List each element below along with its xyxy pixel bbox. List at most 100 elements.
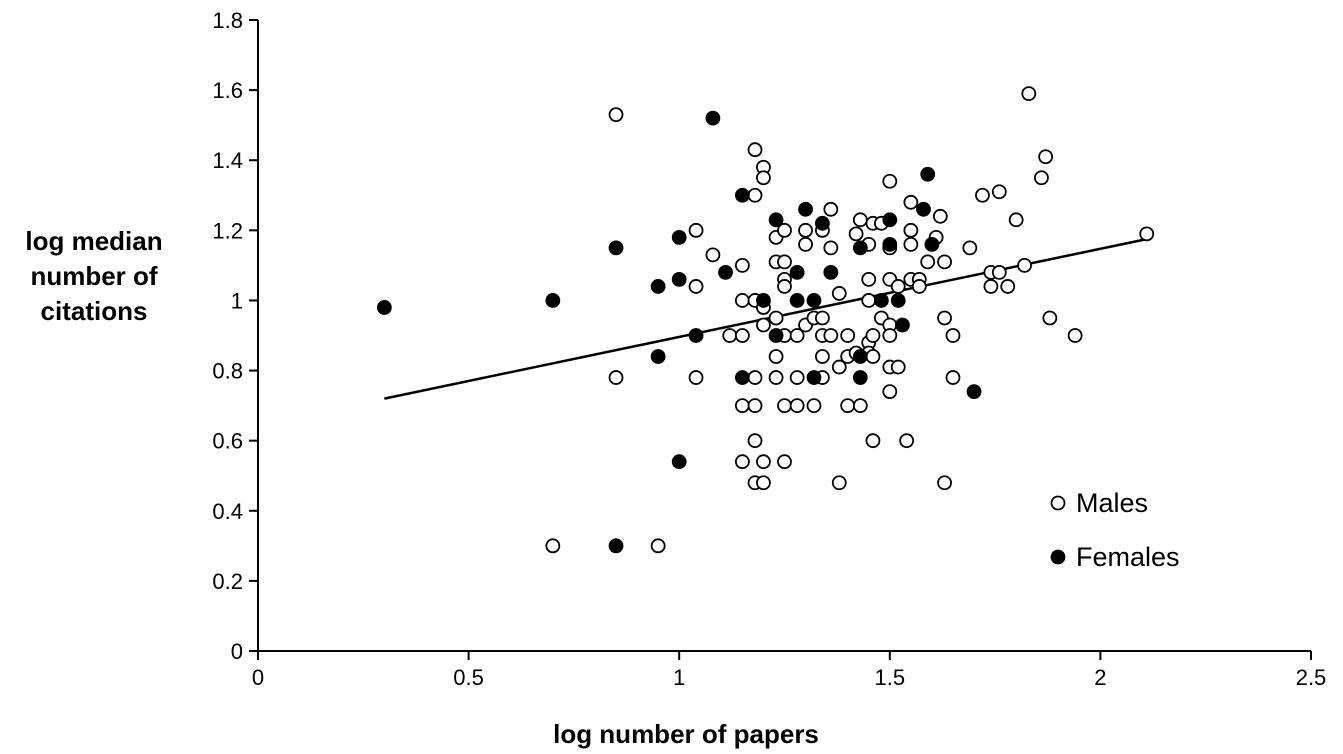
data-point-male <box>734 257 750 273</box>
data-point-male <box>890 279 906 294</box>
data-point-female <box>966 384 982 399</box>
data-point-female <box>756 293 771 308</box>
data-point-female <box>852 349 868 364</box>
legend-marker-males <box>1050 495 1066 511</box>
data-point-male <box>911 279 927 294</box>
data-point-male <box>1000 279 1016 294</box>
data-point-male <box>747 187 763 203</box>
data-point-male <box>768 370 784 385</box>
data-point-male <box>768 349 784 364</box>
data-point-male <box>1042 310 1058 326</box>
series-males <box>545 86 1155 554</box>
data-point-male <box>1021 86 1037 102</box>
axes: 0 0.5 1 1.5 2 2.5 0 0.2 0.4 0.6 0.8 1 1.2 1.4 1.6 1.8 <box>212 8 1326 690</box>
data-point-female <box>768 212 784 228</box>
data-point-male <box>789 370 805 385</box>
data-point-male <box>962 240 978 256</box>
data-point-male <box>608 370 624 385</box>
data-point-male <box>734 293 750 308</box>
data-point-male <box>815 349 830 364</box>
y-tick-label: 1.8 <box>212 8 243 33</box>
data-point-female <box>882 236 898 252</box>
data-point-female <box>873 293 889 308</box>
y-axis-title-line-3: citations <box>41 296 148 326</box>
data-point-female <box>671 229 687 245</box>
y-tick-label: 0.8 <box>212 359 243 384</box>
legend: Males Females <box>1050 488 1180 572</box>
data-point-male <box>882 328 898 343</box>
data-point-male <box>777 454 792 470</box>
data-point-male <box>777 222 792 238</box>
data-point-male <box>932 208 948 224</box>
y-axis-ticks: 0 0.2 0.4 0.6 0.8 1 1.2 1.4 1.6 1.8 <box>212 8 258 664</box>
data-point-male <box>831 475 847 491</box>
data-point-male <box>945 370 961 385</box>
x-tick-label: 1.5 <box>875 665 906 690</box>
data-point-female <box>890 293 906 308</box>
data-point-male <box>650 538 666 554</box>
data-point-male <box>975 187 990 203</box>
data-point-male <box>798 236 813 252</box>
data-point-female <box>920 166 936 182</box>
data-point-male <box>840 398 856 414</box>
data-point-male <box>865 433 881 449</box>
data-point-male <box>861 272 877 287</box>
data-point-male <box>1017 257 1032 273</box>
data-point-female <box>688 328 704 343</box>
data-point-male <box>840 328 856 343</box>
data-point-male <box>937 310 952 326</box>
data-point-male <box>1008 212 1024 228</box>
data-point-female <box>650 279 666 294</box>
legend-marker-females <box>1050 549 1066 565</box>
data-point-male <box>991 184 1007 200</box>
data-point-male <box>823 328 839 343</box>
data-point-male <box>882 173 898 189</box>
data-point-male <box>937 475 952 491</box>
data-point-female <box>608 538 624 554</box>
data-point-male <box>777 398 792 414</box>
data-point-female <box>671 272 687 287</box>
data-point-female <box>806 293 822 308</box>
data-point-male <box>852 398 868 414</box>
data-point-female <box>671 454 687 470</box>
data-point-male <box>861 293 877 308</box>
data-point-male <box>1067 328 1083 343</box>
data-point-female <box>882 212 898 228</box>
data-point-male <box>777 254 792 270</box>
data-point-female <box>789 264 805 280</box>
data-point-female <box>734 370 750 385</box>
data-point-male <box>903 222 919 238</box>
data-point-male <box>848 226 864 242</box>
data-point-male <box>890 359 906 375</box>
data-point-female <box>376 300 392 315</box>
x-tick-label: 0 <box>252 665 264 690</box>
data-point-female <box>924 236 940 252</box>
legend-label-females: Females <box>1076 542 1180 572</box>
data-point-male <box>831 359 847 375</box>
data-point-female <box>705 110 721 126</box>
data-point-male <box>903 236 919 252</box>
data-point-male <box>899 433 915 449</box>
data-point-male <box>756 454 771 470</box>
data-point-male <box>806 398 822 414</box>
data-point-male <box>920 254 936 270</box>
x-axis-title: log number of papers <box>553 719 819 749</box>
data-point-female <box>545 293 561 308</box>
y-tick-label: 1 <box>231 288 243 313</box>
data-point-female <box>852 240 868 256</box>
data-point-male <box>823 240 839 256</box>
y-tick-label: 0.4 <box>212 499 243 524</box>
data-point-male <box>747 398 763 414</box>
data-point-male <box>722 328 738 343</box>
series-females <box>376 110 982 554</box>
data-point-male <box>734 398 750 414</box>
data-point-female <box>768 328 784 343</box>
data-point-male <box>945 328 961 343</box>
data-point-male <box>608 107 624 123</box>
data-point-male <box>734 328 750 343</box>
data-point-female <box>789 293 805 308</box>
data-point-male <box>688 370 704 385</box>
data-point-male <box>865 328 881 343</box>
data-point-female <box>815 215 830 231</box>
data-point-male <box>545 538 561 554</box>
